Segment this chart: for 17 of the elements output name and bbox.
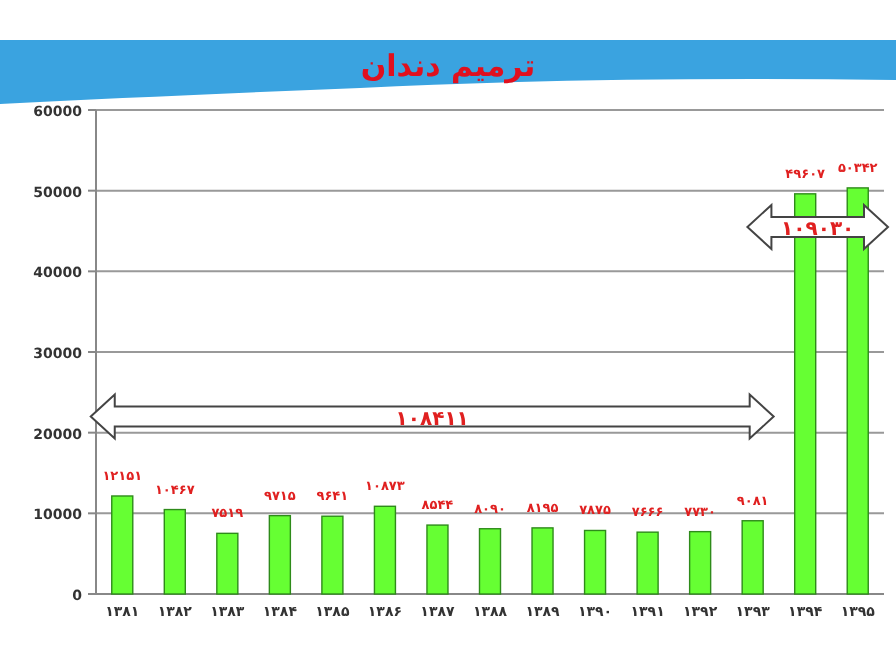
bar	[426, 524, 449, 595]
annotation: ۱۰۸۴۱۱	[395, 408, 469, 431]
bar	[583, 529, 607, 595]
bar	[268, 514, 292, 595]
bar	[688, 530, 712, 595]
bar	[478, 528, 502, 595]
bar	[373, 505, 397, 595]
bar	[846, 187, 869, 595]
bar	[741, 520, 764, 595]
chart-title: ترمیم دندان	[360, 48, 536, 84]
bar	[216, 532, 239, 595]
bar	[531, 527, 554, 595]
bar	[321, 515, 344, 595]
bar	[111, 495, 134, 595]
bar	[163, 508, 187, 595]
bar	[636, 531, 659, 595]
annotation: ۱۰۹۰۳۰	[781, 218, 855, 241]
